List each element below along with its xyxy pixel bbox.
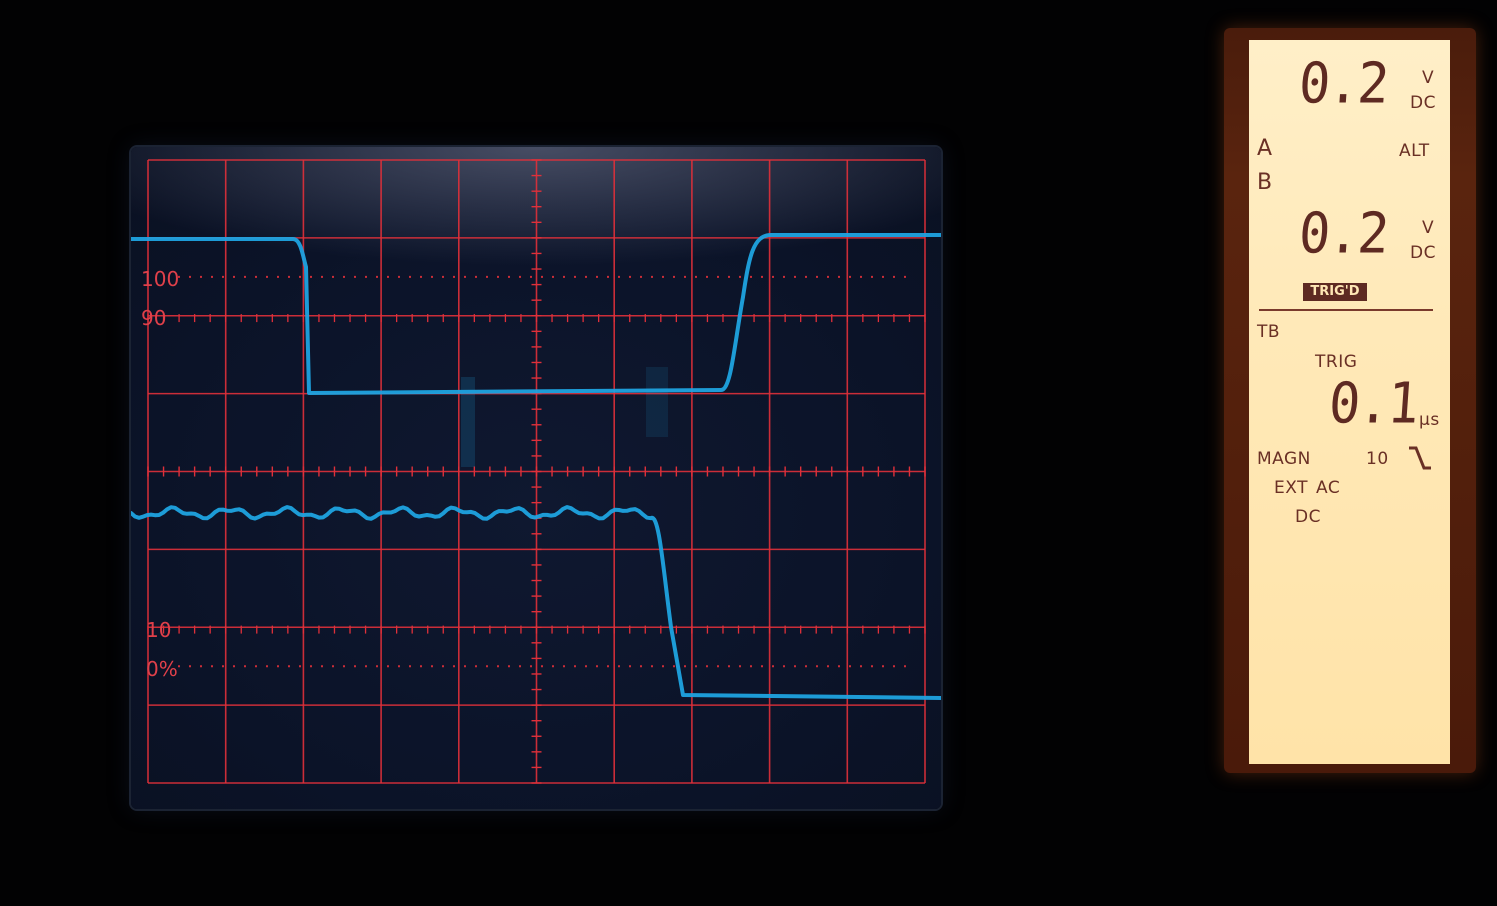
oscilloscope-screen: 100 90 10 0%: [131, 147, 941, 809]
channel-a-trace: [131, 233, 941, 395]
triggered-indicator: TRIG'D: [1303, 283, 1367, 301]
magnify-value: 10: [1366, 449, 1389, 469]
trigger-label: TRIG: [1315, 352, 1358, 372]
label-100-percent: 100: [141, 267, 179, 291]
label-90-percent: 90: [141, 306, 166, 330]
display-mode: ALT: [1399, 141, 1430, 161]
trace-ghost: [646, 367, 668, 437]
channel-a-coupling: DC: [1410, 93, 1436, 113]
timebase-label: TB: [1257, 322, 1281, 342]
channel-b-trace: [131, 505, 941, 700]
timebase-value: 0.1: [1326, 371, 1420, 437]
channel-b-unit: V: [1422, 218, 1435, 238]
channel-a-volts-per-div: 0.2: [1296, 51, 1390, 117]
trigger-coupling-dc: DC: [1295, 507, 1321, 527]
lcd-readout-panel: 0.2 V DC A ALT B 0.2 V DC TRIG'D TB TRIG…: [1249, 40, 1450, 764]
lcd-divider: [1259, 309, 1433, 311]
channel-b-coupling: DC: [1410, 243, 1436, 263]
channel-b-label: B: [1257, 170, 1273, 195]
trace-ghost: [461, 377, 475, 467]
channel-a-label: A: [1257, 136, 1273, 161]
trigger-source-ext: EXT: [1274, 478, 1308, 498]
graticule: 100 90 10 0%: [131, 159, 941, 784]
label-0-percent: 0%: [146, 657, 178, 681]
falling-slope-icon: [1409, 446, 1431, 470]
channel-a-unit: V: [1422, 68, 1435, 88]
channel-b-volts-per-div: 0.2: [1296, 201, 1390, 267]
label-10-percent: 10: [146, 618, 171, 642]
trigger-coupling-ac: AC: [1316, 478, 1341, 498]
timebase-unit: µs: [1419, 410, 1440, 430]
magnify-label: MAGN: [1257, 449, 1311, 469]
